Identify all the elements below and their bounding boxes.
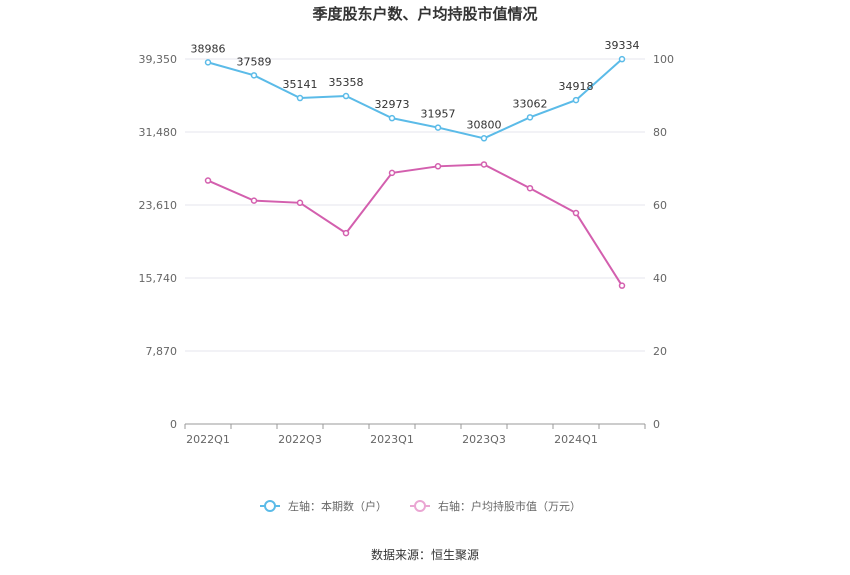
- right-tick-label: 20: [653, 345, 667, 358]
- data-label: 35358: [329, 76, 364, 89]
- x-tick-label: 2022Q3: [278, 433, 322, 446]
- data-point: [572, 96, 580, 104]
- data-point: [250, 72, 258, 79]
- legend-label: 右轴：户均持股市值（万元）: [438, 499, 581, 513]
- data-label: 32973: [375, 98, 410, 111]
- left-axis: 0 7,870 15,740 23,610 31,480 39,350: [139, 53, 178, 431]
- data-label: 39334: [605, 39, 640, 52]
- data-point: [618, 55, 626, 63]
- data-point: [434, 124, 442, 131]
- left-tick-label: 23,610: [139, 199, 178, 212]
- data-label: 37589: [237, 55, 272, 68]
- source-note: 数据来源：恒生聚源: [371, 547, 479, 562]
- data-point: [434, 163, 442, 170]
- data-point: [342, 92, 350, 100]
- data-label: 35141: [283, 78, 318, 91]
- x-axis: 2022Q1 2022Q3 2023Q1 2023Q3 2024Q1: [184, 423, 646, 446]
- left-tick-label: 15,740: [139, 272, 178, 285]
- data-point: [526, 114, 534, 121]
- left-tick-label: 0: [170, 418, 177, 431]
- right-tick-label: 100: [653, 53, 674, 66]
- data-label: 30800: [467, 118, 502, 131]
- grid-lines: [185, 58, 645, 352]
- right-axis: 0 20 40 60 80 100: [653, 53, 674, 431]
- data-point: [480, 135, 488, 142]
- right-tick-label: 60: [653, 199, 667, 212]
- right-tick-label: 0: [653, 418, 660, 431]
- data-point: [204, 59, 212, 66]
- data-point: [296, 94, 304, 102]
- left-tick-label: 7,870: [146, 345, 178, 358]
- data-point: [342, 229, 350, 237]
- left-tick-label: 39,350: [139, 53, 178, 66]
- data-point: [572, 209, 580, 217]
- data-point: [388, 114, 396, 122]
- chart-title: 季度股东户数、户均持股市值情况: [312, 5, 537, 23]
- series-layer: 38986 37589 35141 35358 32973 31957 30800 33062…: [191, 39, 640, 289]
- data-label: 38986: [191, 42, 226, 55]
- data-label: 34918: [559, 80, 594, 93]
- data-point: [480, 161, 488, 168]
- series-line-0: [207, 58, 623, 140]
- x-tick-label: 2024Q1: [554, 433, 598, 446]
- x-tick-label: 2022Q1: [186, 433, 230, 446]
- right-tick-label: 40: [653, 272, 667, 285]
- data-point: [526, 184, 534, 192]
- legend: 左轴：本期数（户） 右轴：户均持股市值（万元）: [260, 499, 581, 513]
- left-tick-label: 31,480: [139, 126, 178, 139]
- x-tick-label: 2023Q3: [462, 433, 506, 446]
- data-point: [296, 199, 304, 207]
- data-label: 31957: [421, 108, 456, 121]
- legend-label: 左轴：本期数（户）: [288, 499, 387, 513]
- data-point: [618, 282, 626, 289]
- legend-marker: [414, 500, 426, 512]
- x-tick-label: 2023Q1: [370, 433, 414, 446]
- data-point: [388, 169, 396, 177]
- legend-marker: [264, 500, 276, 512]
- data-point: [204, 177, 212, 184]
- series-line-1: [207, 163, 623, 287]
- data-point: [250, 197, 258, 204]
- right-tick-label: 80: [653, 126, 667, 139]
- data-label: 33062: [513, 97, 548, 110]
